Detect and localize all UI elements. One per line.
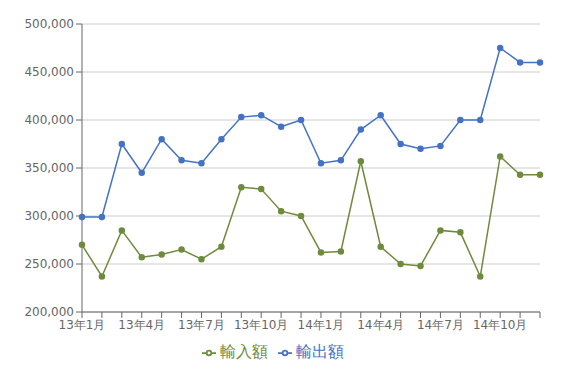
svg-text:14年7月: 14年7月	[417, 318, 464, 332]
html-text:輸入額: 輸入額	[220, 342, 268, 361]
svg-text:500,000: 500,000	[24, 17, 74, 31]
svg-text:13年10月: 13年10月	[234, 318, 289, 332]
svg-text:13年7月: 13年7月	[178, 318, 225, 332]
svg-text:200,000: 200,000	[24, 305, 74, 319]
svg-text:300,000: 300,000	[24, 209, 74, 223]
svg-text:13年4月: 13年4月	[118, 318, 165, 332]
svg-text:14年10月: 14年10月	[473, 318, 528, 332]
svg-text:14年1月: 14年1月	[298, 318, 345, 332]
svg-text:13年1月: 13年1月	[59, 318, 106, 332]
svg-text:450,000: 450,000	[24, 65, 74, 79]
svg-text:14年4月: 14年4月	[357, 318, 404, 332]
svg-text:350,000: 350,000	[24, 161, 74, 175]
html-text:輸出額: 輸出額	[296, 342, 344, 361]
svg-text:400,000: 400,000	[24, 113, 74, 127]
svg-text:250,000: 250,000	[24, 257, 74, 271]
